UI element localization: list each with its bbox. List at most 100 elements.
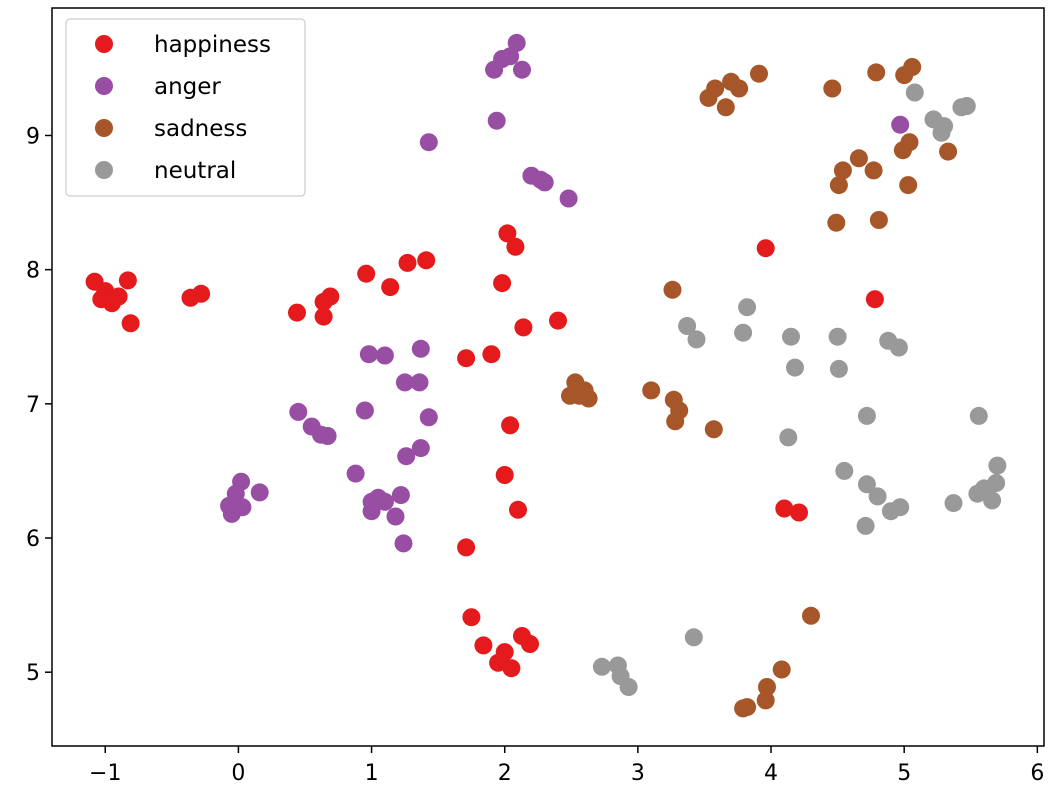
- data-point-happiness: [775, 499, 794, 518]
- series-anger: [220, 33, 910, 553]
- data-point-sadness: [802, 606, 820, 625]
- data-point-neutral: [987, 474, 1006, 492]
- data-point-sadness: [827, 213, 846, 232]
- data-point-happiness: [118, 271, 137, 290]
- data-point-neutral: [828, 327, 847, 346]
- data-point-anger: [250, 483, 269, 502]
- data-point-sadness: [899, 176, 918, 195]
- data-point-sadness: [869, 211, 888, 229]
- data-point-anger: [391, 486, 410, 505]
- data-point-happiness: [495, 466, 514, 484]
- data-point-anger: [419, 133, 438, 152]
- legend-label-anger: anger: [154, 74, 221, 100]
- data-point-sadness: [900, 133, 919, 152]
- data-point-anger: [346, 464, 365, 483]
- data-point-happiness: [288, 303, 306, 322]
- data-point-sadness: [903, 58, 922, 76]
- legend: happiness anger sadness neutral: [65, 18, 306, 197]
- data-point-neutral: [592, 657, 611, 676]
- series-happiness: [85, 224, 884, 678]
- data-point-happiness: [498, 224, 517, 243]
- data-point-happiness: [502, 659, 521, 678]
- data-point-sadness: [666, 412, 685, 431]
- x-tick-label: 6: [1030, 761, 1044, 786]
- data-point-happiness: [357, 264, 376, 283]
- data-point-anger: [513, 60, 531, 79]
- data-point-anger: [559, 189, 578, 208]
- data-point-anger: [487, 111, 506, 130]
- data-point-neutral: [905, 83, 924, 102]
- y-tick-label: 6: [26, 527, 40, 552]
- data-point-anger: [386, 507, 405, 526]
- data-point-anger: [359, 345, 378, 364]
- data-point-sadness: [663, 280, 682, 299]
- data-point-happiness: [417, 251, 436, 270]
- data-point-anger: [394, 534, 413, 553]
- data-point-sadness: [867, 63, 886, 82]
- data-point-neutral: [868, 487, 887, 506]
- data-point-neutral: [856, 516, 875, 535]
- data-point-neutral: [935, 117, 954, 136]
- data-point-neutral: [891, 498, 910, 517]
- data-point-anger: [411, 339, 430, 358]
- data-point-sadness: [716, 98, 735, 117]
- legend-box: [65, 18, 306, 197]
- x-tick-label: −1: [89, 761, 121, 786]
- data-point-neutral: [857, 406, 876, 425]
- legend-marker-happiness: [95, 35, 113, 53]
- data-point-anger: [891, 115, 910, 134]
- legend-label-sadness: sadness: [154, 116, 247, 142]
- data-point-neutral: [684, 628, 703, 647]
- data-point-neutral: [889, 338, 908, 357]
- data-point-anger: [355, 401, 374, 420]
- data-point-anger: [289, 402, 308, 421]
- data-point-anger: [395, 373, 414, 392]
- x-tick-label: 5: [897, 761, 911, 786]
- data-point-happiness: [514, 318, 533, 337]
- y-tick-label: 9: [26, 124, 40, 149]
- data-point-happiness: [321, 287, 340, 306]
- data-point-happiness: [865, 290, 884, 309]
- data-point-neutral: [738, 298, 757, 317]
- data-point-neutral: [983, 491, 1002, 510]
- data-point-neutral: [988, 456, 1007, 475]
- data-point-sadness: [864, 161, 883, 180]
- data-point-sadness: [772, 660, 791, 679]
- data-point-happiness: [462, 608, 481, 627]
- data-point-happiness: [495, 643, 514, 662]
- data-point-happiness: [398, 253, 417, 272]
- y-tick-label: 5: [26, 661, 40, 686]
- axes-layer: −1 0 1 2 3 4 5 6 5 6 7 8 9: [26, 124, 1044, 786]
- data-point-neutral: [619, 678, 638, 696]
- data-point-sadness: [706, 79, 725, 98]
- data-point-anger: [397, 447, 416, 466]
- data-point-anger: [419, 408, 438, 427]
- data-point-anger: [410, 373, 429, 392]
- y-tick-label: 7: [26, 393, 40, 418]
- data-point-sadness: [579, 389, 598, 408]
- data-point-neutral: [957, 97, 976, 115]
- data-point-anger: [501, 47, 520, 66]
- series-neutral: [592, 83, 1007, 696]
- data-point-anger: [411, 439, 430, 458]
- legend-label-happiness: happiness: [154, 32, 271, 58]
- x-tick-label: 0: [231, 761, 245, 786]
- data-point-neutral: [835, 461, 854, 480]
- legend-marker-neutral: [95, 161, 113, 179]
- data-point-sadness: [758, 678, 776, 696]
- data-point-anger: [375, 492, 394, 511]
- data-point-anger: [535, 173, 554, 192]
- legend-marker-anger: [95, 77, 113, 95]
- data-point-happiness: [493, 274, 512, 293]
- data-point-neutral: [786, 358, 804, 377]
- points-layer: [85, 33, 1007, 718]
- data-point-sadness: [823, 79, 842, 98]
- data-point-anger: [318, 427, 337, 445]
- data-point-happiness: [509, 500, 527, 519]
- legend-marker-sadness: [95, 119, 113, 137]
- data-point-sadness: [756, 691, 775, 710]
- data-point-anger: [222, 504, 241, 523]
- x-tick-label: 3: [631, 761, 645, 786]
- data-point-sadness: [642, 381, 661, 400]
